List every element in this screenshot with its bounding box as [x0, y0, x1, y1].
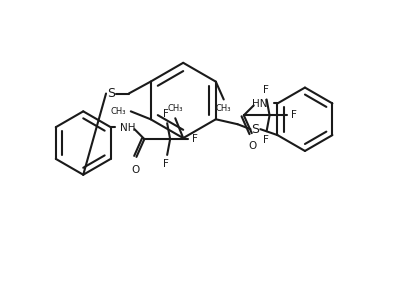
Text: F: F [291, 110, 297, 120]
Text: HN: HN [252, 99, 267, 109]
Text: F: F [263, 86, 269, 96]
Text: O: O [131, 165, 139, 175]
Text: S: S [252, 123, 259, 136]
Text: S: S [107, 87, 115, 100]
Text: NH: NH [120, 123, 135, 133]
Text: F: F [263, 135, 269, 145]
Text: F: F [163, 109, 169, 119]
Text: F: F [163, 159, 169, 169]
Text: CH₃: CH₃ [110, 107, 126, 116]
Text: O: O [249, 141, 257, 151]
Text: F: F [192, 134, 198, 144]
Text: CH₃: CH₃ [168, 104, 183, 113]
Text: CH₃: CH₃ [216, 104, 231, 113]
